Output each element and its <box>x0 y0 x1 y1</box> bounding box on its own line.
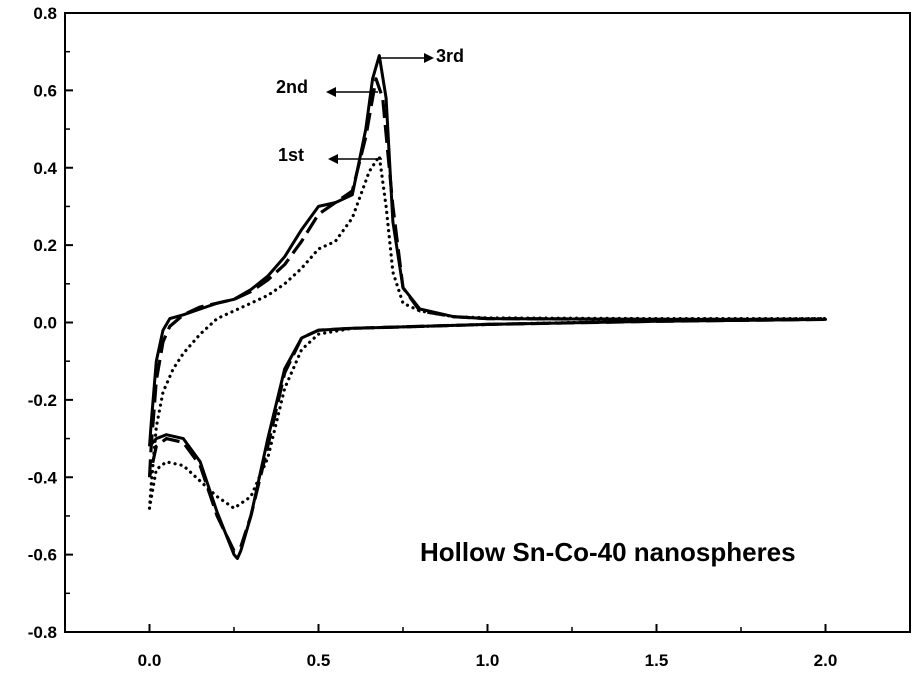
annotation-3rd: 3rd <box>380 46 464 66</box>
label-1st: 1st <box>278 145 304 165</box>
x-tick-label: 0.5 <box>307 651 331 670</box>
y-tick-label: 0.4 <box>33 159 57 178</box>
y-tick-label: 0.2 <box>33 236 57 255</box>
axis-ticks <box>64 12 911 633</box>
y-tick-label: -0.8 <box>28 623 57 642</box>
arrowhead-1st <box>328 154 338 164</box>
y-tick-label: -0.2 <box>28 391 57 410</box>
sample-annotation: Hollow Sn-Co-40 nanospheres <box>420 537 796 567</box>
label-3rd: 3rd <box>436 46 464 66</box>
cv-curve-1st <box>147 154 828 510</box>
arrowhead-3rd <box>424 53 434 63</box>
x-tick-label: 1.5 <box>645 651 669 670</box>
x-tick-label: 0.0 <box>138 651 162 670</box>
annotation-1st: 1st <box>278 145 382 165</box>
y-tick-label: 0.6 <box>33 81 57 100</box>
x-tick-label: 2.0 <box>814 651 838 670</box>
cv-curve-3rd <box>148 54 827 560</box>
y-tick-labels: -0.8 -0.6 -0.4 -0.2 0.0 0.2 0.4 0.6 0.8 <box>28 4 58 642</box>
cv-curve-2nd <box>147 77 828 553</box>
label-2nd: 2nd <box>276 77 308 97</box>
y-tick-label: 0.8 <box>33 4 57 23</box>
cv-curves <box>147 54 828 560</box>
y-tick-label: -0.6 <box>28 546 57 565</box>
y-tick-label: -0.4 <box>28 468 58 487</box>
x-tick-label: 1.0 <box>476 651 500 670</box>
annotation-2nd: 2nd <box>276 77 378 97</box>
arrowhead-2nd <box>326 87 336 97</box>
x-tick-labels: 0.0 0.5 1.0 1.5 2.0 <box>138 651 838 670</box>
y-tick-label: 0.0 <box>33 314 57 333</box>
cycle-annotations: 3rd 2nd 1st <box>276 46 464 165</box>
